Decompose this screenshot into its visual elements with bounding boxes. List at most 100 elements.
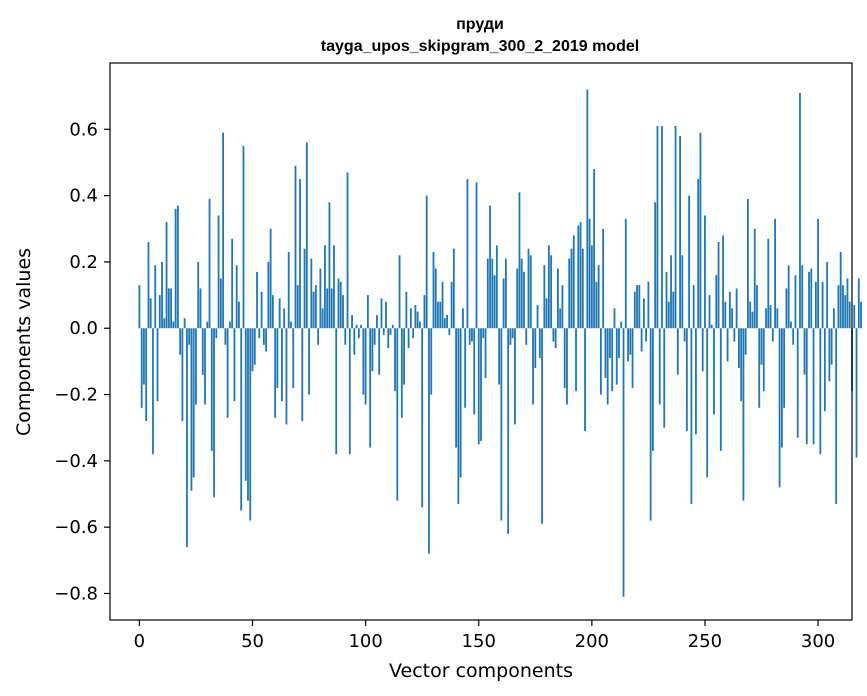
bar-128 <box>428 328 430 554</box>
bar-265 <box>737 328 740 369</box>
bar-101 <box>366 295 369 329</box>
x-axis-label: Vector components <box>389 660 573 682</box>
bar-236 <box>672 291 675 329</box>
y-tick-label: −0.2 <box>54 385 98 406</box>
bar-288 <box>790 321 792 329</box>
x-tick-label: 150 <box>462 631 496 652</box>
bar-91 <box>344 328 347 345</box>
bar-253 <box>710 324 713 329</box>
bar-52 <box>256 271 258 329</box>
bar-136 <box>446 314 448 329</box>
bar-49 <box>249 328 252 521</box>
bar-31 <box>208 198 211 329</box>
bar-141 <box>457 328 460 504</box>
bar-255 <box>715 275 718 329</box>
bar-4 <box>147 242 150 329</box>
bar-203 <box>597 265 600 329</box>
bar-90 <box>342 295 344 329</box>
bar-79 <box>317 328 320 345</box>
x-tick-label: 0 <box>134 631 145 652</box>
bar-184 <box>554 328 557 349</box>
bar-106 <box>378 328 381 375</box>
bar-306 <box>830 328 833 365</box>
bar-61 <box>276 328 279 388</box>
bar-133 <box>439 301 442 329</box>
bar-38 <box>224 328 227 345</box>
bar-47 <box>244 328 247 481</box>
bar-290 <box>794 275 797 329</box>
bar-242 <box>685 328 688 432</box>
bar-190 <box>568 258 571 329</box>
bar-241 <box>683 328 686 342</box>
bar-284 <box>780 328 783 448</box>
bar-73 <box>303 248 306 329</box>
bar-55 <box>262 328 265 345</box>
bar-177 <box>538 328 541 359</box>
bar-189 <box>566 328 568 405</box>
bar-81 <box>321 308 324 329</box>
bar-273 <box>756 285 758 329</box>
bar-120 <box>409 308 412 329</box>
bar-16 <box>174 208 177 329</box>
bar-82 <box>324 245 326 329</box>
bar-140 <box>455 328 458 448</box>
bar-14 <box>170 288 172 329</box>
y-tick-label: 0.2 <box>69 252 98 273</box>
bar-269 <box>747 198 749 329</box>
bar-262 <box>731 308 734 329</box>
bar-93 <box>348 328 351 455</box>
bar-275 <box>760 328 763 365</box>
bar-111 <box>389 328 392 335</box>
bar-50 <box>251 328 254 372</box>
bar-272 <box>753 228 756 329</box>
bar-63 <box>281 328 283 402</box>
bar-137 <box>448 328 451 335</box>
bar-186 <box>559 308 562 329</box>
bar-313 <box>846 278 849 329</box>
bar-302 <box>821 281 824 329</box>
bar-206 <box>604 328 607 378</box>
bar-194 <box>577 225 580 329</box>
bar-0 <box>138 285 141 329</box>
x-tick-label: 250 <box>688 631 722 652</box>
bar-173 <box>529 255 532 329</box>
bar-84 <box>328 202 331 329</box>
bar-15 <box>172 321 175 329</box>
bar-244 <box>690 328 693 504</box>
bar-167 <box>516 268 519 329</box>
chart-subtitle: tayga_upos_skipgram_300_2_2019 model <box>321 38 639 55</box>
bar-109 <box>385 301 387 329</box>
bar-308 <box>835 328 838 504</box>
bar-122 <box>414 305 417 329</box>
bar-51 <box>253 328 256 365</box>
bar-142 <box>459 328 462 478</box>
bar-259 <box>724 301 727 329</box>
bar-87 <box>335 328 338 455</box>
bar-124 <box>419 321 421 329</box>
bar-162 <box>504 258 507 329</box>
bar-271 <box>751 311 754 329</box>
bar-139 <box>452 248 455 329</box>
bar-270 <box>749 301 752 329</box>
bar-205 <box>602 228 605 329</box>
bar-223 <box>642 298 645 329</box>
bar-114 <box>396 328 399 501</box>
bar-67 <box>290 321 292 329</box>
bar-32 <box>210 328 213 451</box>
bar-77 <box>312 291 315 329</box>
bar-110 <box>387 328 390 349</box>
bar-317 <box>855 328 858 458</box>
bar-143 <box>462 308 464 329</box>
bar-152 <box>482 328 485 339</box>
bar-310 <box>839 251 842 329</box>
bar-283 <box>778 328 781 488</box>
bar-182 <box>550 255 553 329</box>
bar-160 <box>500 328 503 521</box>
bar-65 <box>285 328 288 425</box>
bar-69 <box>294 165 297 329</box>
bar-132 <box>437 301 439 329</box>
bar-289 <box>792 328 795 345</box>
bar-235 <box>670 255 672 329</box>
bar-254 <box>713 328 715 415</box>
